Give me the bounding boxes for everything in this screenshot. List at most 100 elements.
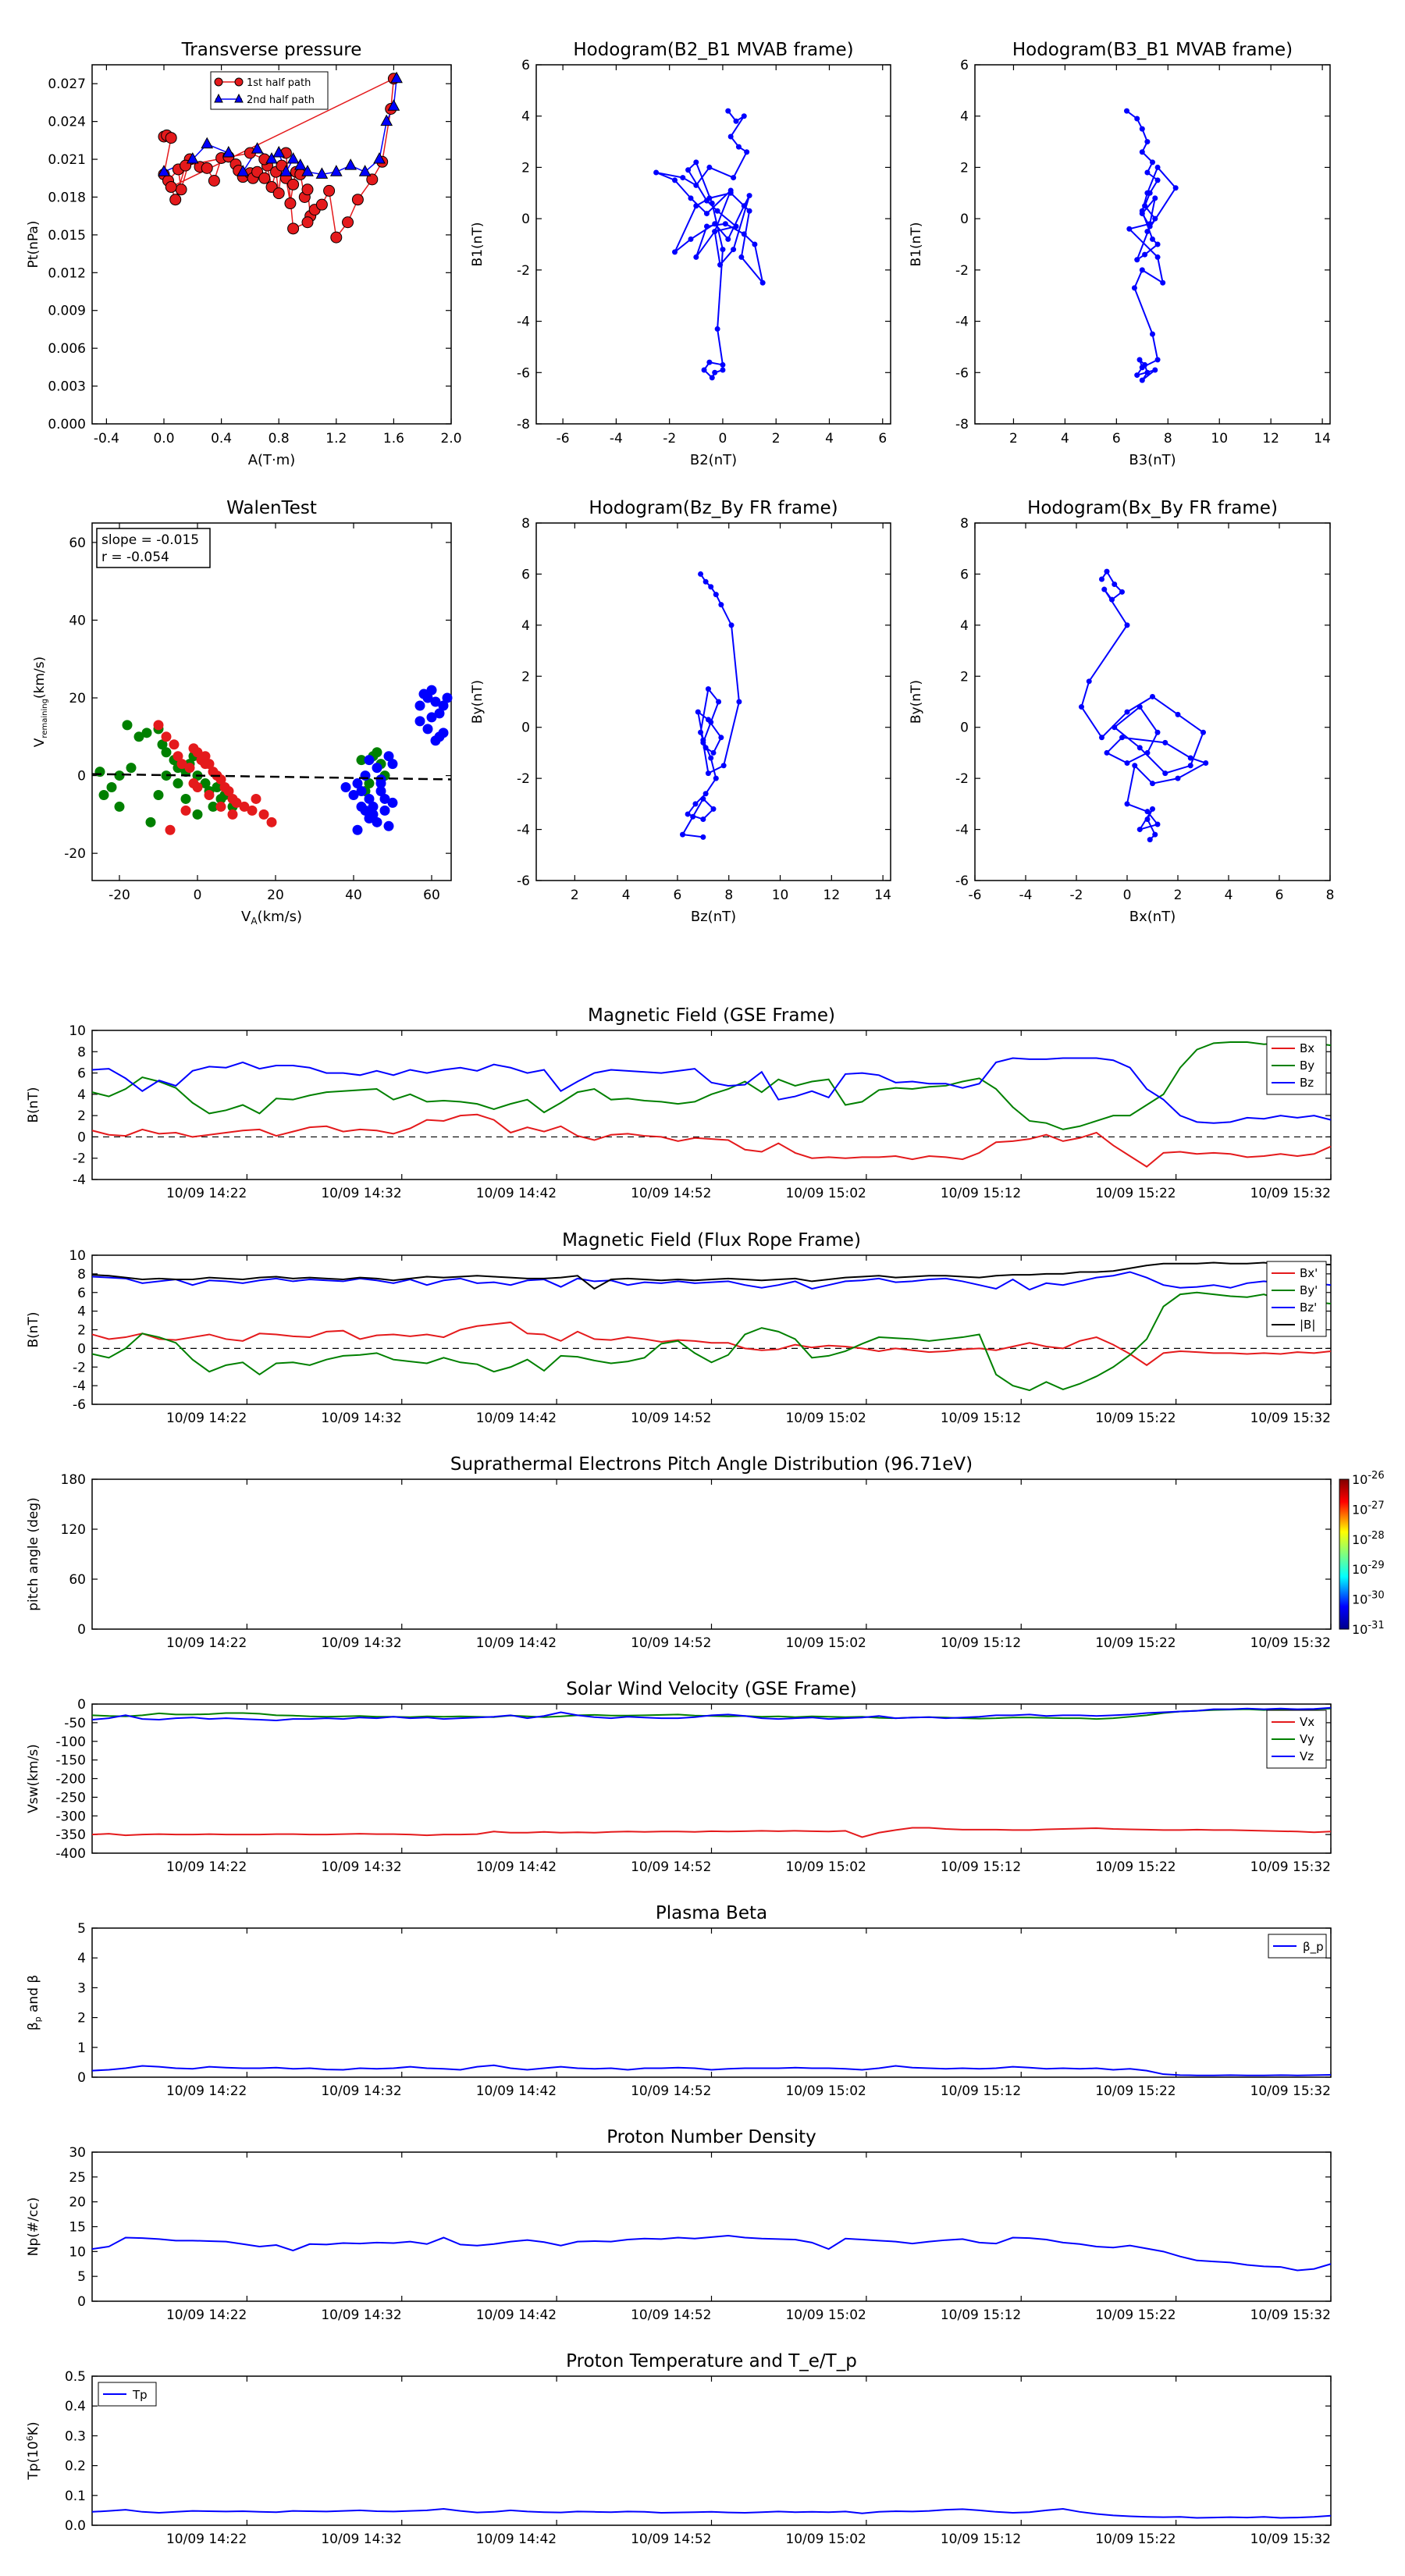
hodo1-point (703, 197, 710, 204)
hodo1-point (672, 249, 678, 255)
hodo2-point (1124, 108, 1130, 114)
hodo4-point (1150, 693, 1155, 699)
hodo3-xtick-label: 14 (874, 888, 891, 903)
hodo3-xtick-label: 4 (622, 888, 631, 903)
walen-point-red (200, 759, 211, 770)
pt-point-2nd (186, 151, 199, 164)
ts_v-legend-label: Vz (1300, 1749, 1314, 1763)
hodo2-ytick-label: 4 (960, 109, 969, 125)
ts_tp-ytick-label: 0.0 (65, 2518, 86, 2534)
ts_tp-panel: Proton Temperature and T_e/T_p 10/09 14:2… (25, 2351, 1405, 2547)
ts_gse-ytick-label: 0 (77, 1130, 86, 1145)
walen-point-blue (442, 692, 453, 703)
hodo4-point (1152, 831, 1158, 838)
ts_fr-ytick-label: -2 (73, 1360, 86, 1375)
ts_pad-xtick-label: 10/09 15:12 (941, 1635, 1021, 1651)
walen-point-green (200, 778, 211, 789)
walen-point-green (106, 782, 117, 793)
hodo4-xtick-label: 4 (1225, 888, 1233, 903)
ts_beta-panel: Plasma Beta 10/09 14:22 10/09 14:32 10/09 1… (26, 1903, 1405, 2099)
hodo1-point (706, 359, 713, 365)
pt-point-2nd (237, 165, 250, 176)
ts_fr-xtick-label: 10/09 15:12 (941, 1411, 1021, 1426)
ts_np-xtick-label: 10/09 14:42 (476, 2307, 557, 2323)
hodo4-point (1203, 760, 1209, 767)
walen-point-blue (422, 724, 433, 735)
hodo2-point (1144, 190, 1151, 196)
walen-xtick-label: 0 (194, 888, 202, 903)
walen-ytick-label: 40 (69, 613, 86, 628)
pt-legend-label: 2nd half path (247, 94, 315, 106)
walen-point-green (372, 747, 382, 758)
hodo2-point (1152, 367, 1158, 373)
ts_gse-xtick-label: 10/09 14:52 (631, 1186, 711, 1201)
hodo3-point (692, 801, 699, 807)
hodo3-point (680, 831, 686, 838)
ts_fr-title: Magnetic Field (Flux Rope Frame) (562, 1230, 861, 1251)
hodo4-point (1124, 709, 1130, 715)
walen-title: WalenTest (226, 498, 317, 518)
walen-point-blue (434, 708, 445, 719)
hodo2-point (1154, 241, 1161, 247)
walen-point-blue (379, 805, 390, 816)
pt-legend-swatch (214, 77, 223, 87)
hodo4-xtick-label: -4 (1019, 888, 1033, 903)
hodo2-ytick-label: 0 (960, 212, 969, 227)
hodo4-xtick-label: -6 (969, 888, 982, 903)
ts_np-panel: Proton Number Density 10/09 14:22 10/09 14… (26, 2127, 1405, 2323)
hodo2-point (1172, 185, 1179, 191)
walen-point-blue (368, 801, 379, 812)
hodo4-point (1175, 775, 1181, 781)
walen-point-red (251, 793, 261, 804)
walen-panel: WalenTest -20 0 20 40 60 -20 0 20 40 60 VA(km/s) Vre… (32, 498, 453, 927)
walen-point-blue (364, 813, 375, 824)
hodo3-xtick-label: 2 (571, 888, 579, 903)
ts_beta-xtick-label: 10/09 14:42 (476, 2083, 557, 2099)
hodo2-xtick-label: 4 (1061, 431, 1069, 447)
walen-point-red (161, 731, 172, 742)
pt-point-2nd (390, 71, 403, 84)
hodo2-point (1154, 254, 1161, 260)
walen-ylabel: Vremaining(km/s) (32, 656, 49, 747)
ts_tp-series-Tp (91, 2507, 1332, 2519)
ts_beta-xtick-label: 10/09 14:22 (166, 2083, 247, 2099)
ts_tp-xtick-label: 10/09 14:22 (166, 2532, 247, 2547)
hodo1-point (746, 193, 752, 199)
hodo3-ytick-label: -6 (517, 873, 530, 889)
pt-ytick-label: 0.024 (48, 115, 86, 130)
hodo1-point (741, 203, 747, 209)
hodo3-ytick-label: 0 (521, 720, 530, 736)
walen-point-blue (352, 824, 363, 835)
ts_np-ytick-label: 15 (69, 2220, 86, 2236)
walen-point-red (215, 801, 226, 812)
walen-point-red (215, 774, 226, 785)
hodo4-xtick-label: 6 (1275, 888, 1284, 903)
hodo1-point (720, 361, 726, 368)
ts_beta-ytick-label: 2 (77, 2011, 86, 2026)
ts_np-xtick-label: 10/09 14:32 (321, 2307, 401, 2323)
hodo2-point (1142, 203, 1148, 209)
hodo1-point (672, 177, 678, 183)
pt-point-2nd (251, 142, 264, 154)
ts_fr-ytick-label: 8 (77, 1267, 86, 1283)
pt-ytick-label: 0.006 (48, 341, 86, 357)
hodo2-xtick-label: 2 (1009, 431, 1018, 447)
hodo1-point (703, 211, 710, 217)
hodo1-xlabel: B2(nT) (690, 452, 737, 468)
walen-xtick-label: -20 (108, 888, 130, 903)
ts_fr-ytick-label: 0 (77, 1341, 86, 1357)
walen-point-green (356, 755, 367, 766)
walen-point-red (223, 786, 234, 796)
pt-ylabel: Pt(nPa) (26, 221, 41, 269)
pt-ytick-label: 0.015 (48, 228, 86, 244)
ts_fr-xtick-label: 10/09 14:42 (476, 1411, 557, 1426)
hodo4-trace (1080, 570, 1208, 841)
ts_fr-ytick-label: -4 (73, 1379, 86, 1394)
hodo2-ytick-label: 6 (960, 58, 969, 73)
pt-point-1st (287, 222, 300, 235)
hodo2-point (1142, 251, 1148, 258)
hodo3-point (728, 622, 735, 628)
ts_gse-ytick-label: 6 (77, 1066, 86, 1082)
pt-point-2nd (344, 158, 357, 170)
